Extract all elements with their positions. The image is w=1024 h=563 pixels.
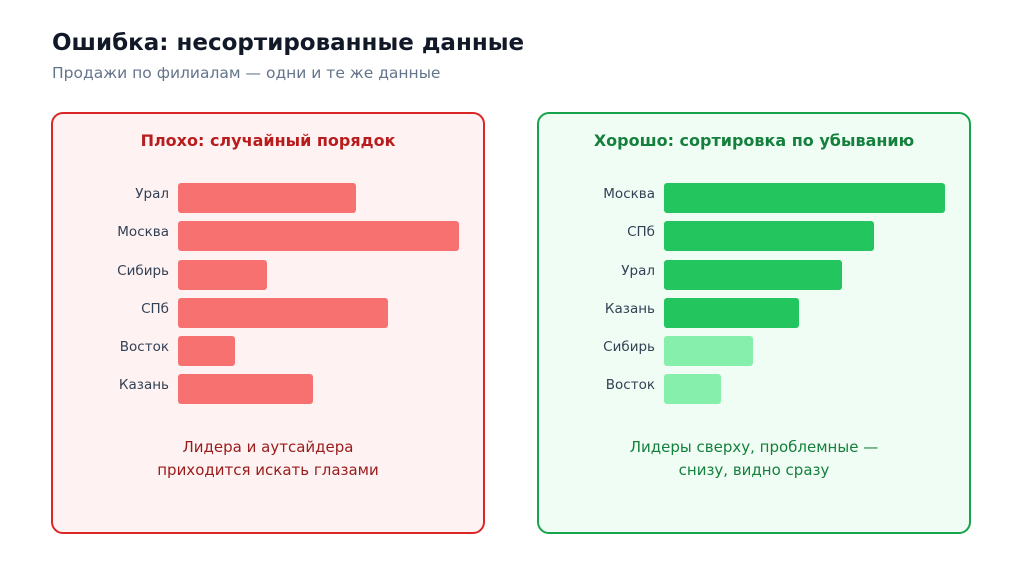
bad-chart-row: Урал (53, 182, 483, 213)
good-note-line-2: снизу, видно сразу (678, 461, 830, 479)
bad-chart-category-label: Сибирь (117, 262, 169, 279)
bad-chart-row: Казань (53, 373, 483, 405)
bad-chart-bar (178, 259, 267, 290)
good-chart-category-label: Восток (605, 377, 655, 394)
good-panel-note: Лидеры сверху, проблемные — снизу, видно… (539, 436, 969, 482)
good-note-line-1: Лидеры сверху, проблемные — (629, 438, 879, 456)
good-chart-row: Урал (539, 259, 969, 290)
good-chart-category-label: Казань (604, 300, 655, 317)
good-example-panel: Хорошо: сортировка по убыванию Москва СПб… (537, 112, 971, 534)
bad-chart-category-label: СПб (141, 300, 169, 317)
bad-bar-chart: Урал Москва Сибирь СПб Восток Казань (53, 182, 483, 412)
good-chart-category-label: Москва (603, 186, 655, 202)
bad-chart-row: Восток (53, 335, 483, 367)
bad-chart-bar (178, 183, 356, 213)
bad-note-line-1: Лидера и аутсайдера (182, 438, 354, 456)
good-bar-chart: Москва СПб Урал Казань Сибирь Восток (539, 182, 969, 412)
good-chart-category-label: СПб (627, 224, 655, 241)
bad-chart-category-label: Москва (117, 224, 169, 241)
bad-chart-category-label: Казань (118, 377, 169, 394)
good-chart-bar (664, 336, 753, 367)
bad-chart-bar (178, 336, 236, 367)
page-title: Ошибка: несортированные данные (52, 30, 525, 56)
bad-panel-note: Лидера и аутсайдера приходится искать гл… (53, 436, 483, 482)
good-chart-bar (664, 297, 799, 328)
good-chart-row: Восток (539, 373, 969, 405)
good-chart-bar (664, 183, 946, 213)
bad-chart-bar (178, 374, 313, 405)
bad-chart-row: Москва (53, 220, 483, 252)
good-chart-row: СПб (539, 220, 969, 252)
bad-chart-bar (178, 221, 460, 252)
bad-chart-row: СПб (53, 297, 483, 328)
good-chart-row: Казань (539, 297, 969, 328)
good-chart-category-label: Урал (621, 262, 655, 279)
bad-chart-category-label: Урал (135, 186, 169, 202)
bad-chart-row: Сибирь (53, 259, 483, 290)
good-chart-row: Москва (539, 182, 969, 213)
good-chart-bar (664, 374, 722, 405)
bad-example-panel: Плохо: случайный порядок Урал Москва Сибир… (51, 112, 485, 534)
page-subtitle: Продажи по филиалам — одни и те же данны… (52, 64, 441, 82)
bad-chart-category-label: Восток (119, 339, 169, 356)
bad-panel-title: Плохо: случайный порядок (140, 131, 396, 150)
bad-chart-bar (178, 297, 388, 328)
good-chart-bar (664, 259, 842, 290)
good-chart-category-label: Сибирь (603, 339, 655, 356)
good-chart-row: Сибирь (539, 335, 969, 367)
bad-note-line-2: приходится искать глазами (157, 461, 379, 479)
good-chart-bar (664, 221, 874, 252)
good-panel-title: Хорошо: сортировка по убыванию (593, 131, 915, 150)
